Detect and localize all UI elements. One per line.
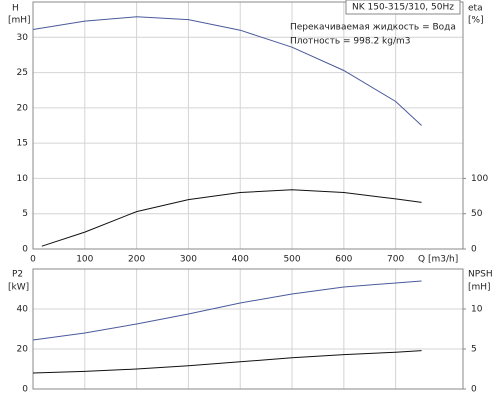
y-tick-label: 0 [22,245,28,255]
y-tick-label: 0 [22,385,28,395]
curve [32,350,422,374]
x-axis-label: Q [418,255,425,265]
y-tick-label: 20 [17,345,29,355]
x-tick-label: 200 [128,255,145,265]
top-plot-frame [32,1,464,250]
x-tick-label: 300 [180,255,197,265]
y-tick-label: 10 [17,174,29,184]
y-axis-label: H [12,4,19,14]
chart-title: NK 150-315/310, 50Hz [352,3,454,13]
y2-axis-label: NPSH [468,270,493,280]
title-box [345,0,461,15]
curve [32,280,422,341]
y2-tick-label: 0 [471,385,477,395]
y2-tick-label: 100 [471,174,488,184]
bottom-plot-frame [32,268,464,390]
y2-axis-label: eta [468,4,483,14]
y-axis-unit: [kW] [8,283,29,293]
y2-tick-label: 5 [471,345,477,355]
x-axis-unit: [m3/h] [428,255,458,265]
y-tick-label: 30 [17,33,29,43]
x-tick-label: 500 [283,255,300,265]
y-axis-unit: [mH] [8,16,31,26]
y-tick-label: 15 [17,139,28,149]
y-tick-label: 25 [17,68,28,78]
x-tick-label: 100 [76,255,93,265]
annotation: Перекачиваемая жидкость = Вода [290,23,456,33]
y2-axis-unit: [mH] [468,283,491,293]
annotation: Плотность = 998.2 kg/m3 [290,37,411,47]
y-tick-label: 5 [22,209,28,219]
y-axis-label: P2 [12,270,23,280]
x-tick-label: 0 [30,255,36,265]
y-tick-label: 20 [17,103,29,113]
x-tick-label: 700 [387,255,404,265]
y2-tick-label: 10 [471,305,483,315]
y-tick-label: 40 [17,305,29,315]
y2-tick-label: 0 [471,245,477,255]
curve [32,16,422,126]
x-tick-label: 600 [335,255,352,265]
x-tick-label: 400 [232,255,249,265]
y2-tick-label: 50 [471,209,483,219]
curve [41,189,422,247]
y2-axis-unit: [%] [468,16,484,26]
